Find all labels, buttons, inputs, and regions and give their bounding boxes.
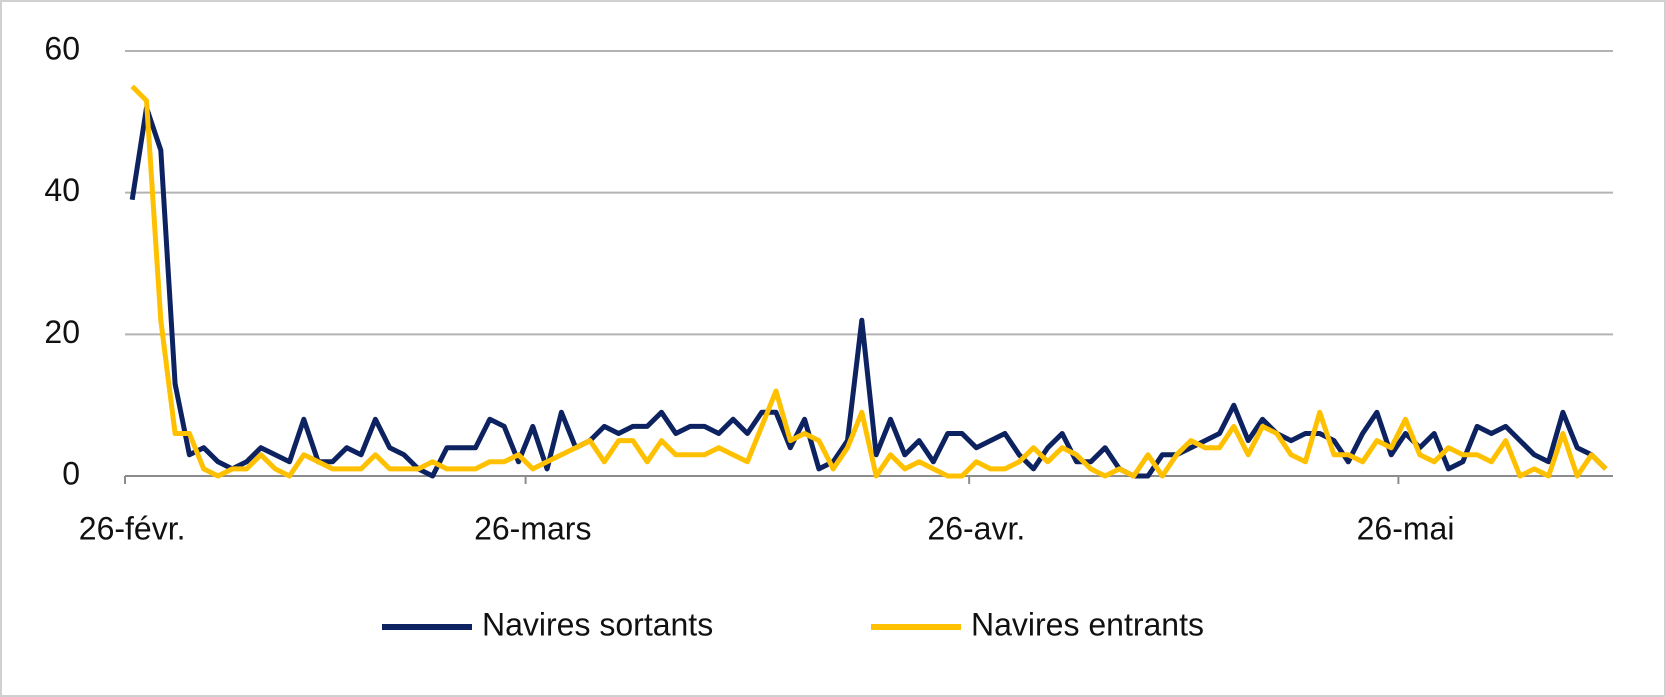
legend-label: Navires sortants <box>482 606 713 642</box>
y-tick-label: 60 <box>44 30 80 66</box>
legend-label: Navires entrants <box>971 606 1204 642</box>
x-tick-label: 26-févr. <box>79 510 186 546</box>
y-tick-label: 40 <box>44 172 80 208</box>
y-tick-label: 20 <box>44 314 80 350</box>
y-tick-label: 0 <box>62 455 80 491</box>
x-tick-label: 26-mai <box>1357 510 1455 546</box>
x-tick-label: 26-mars <box>474 510 591 546</box>
x-tick-label: 26-avr. <box>927 510 1025 546</box>
series-line <box>129 105 1608 479</box>
series-line <box>130 84 1608 479</box>
